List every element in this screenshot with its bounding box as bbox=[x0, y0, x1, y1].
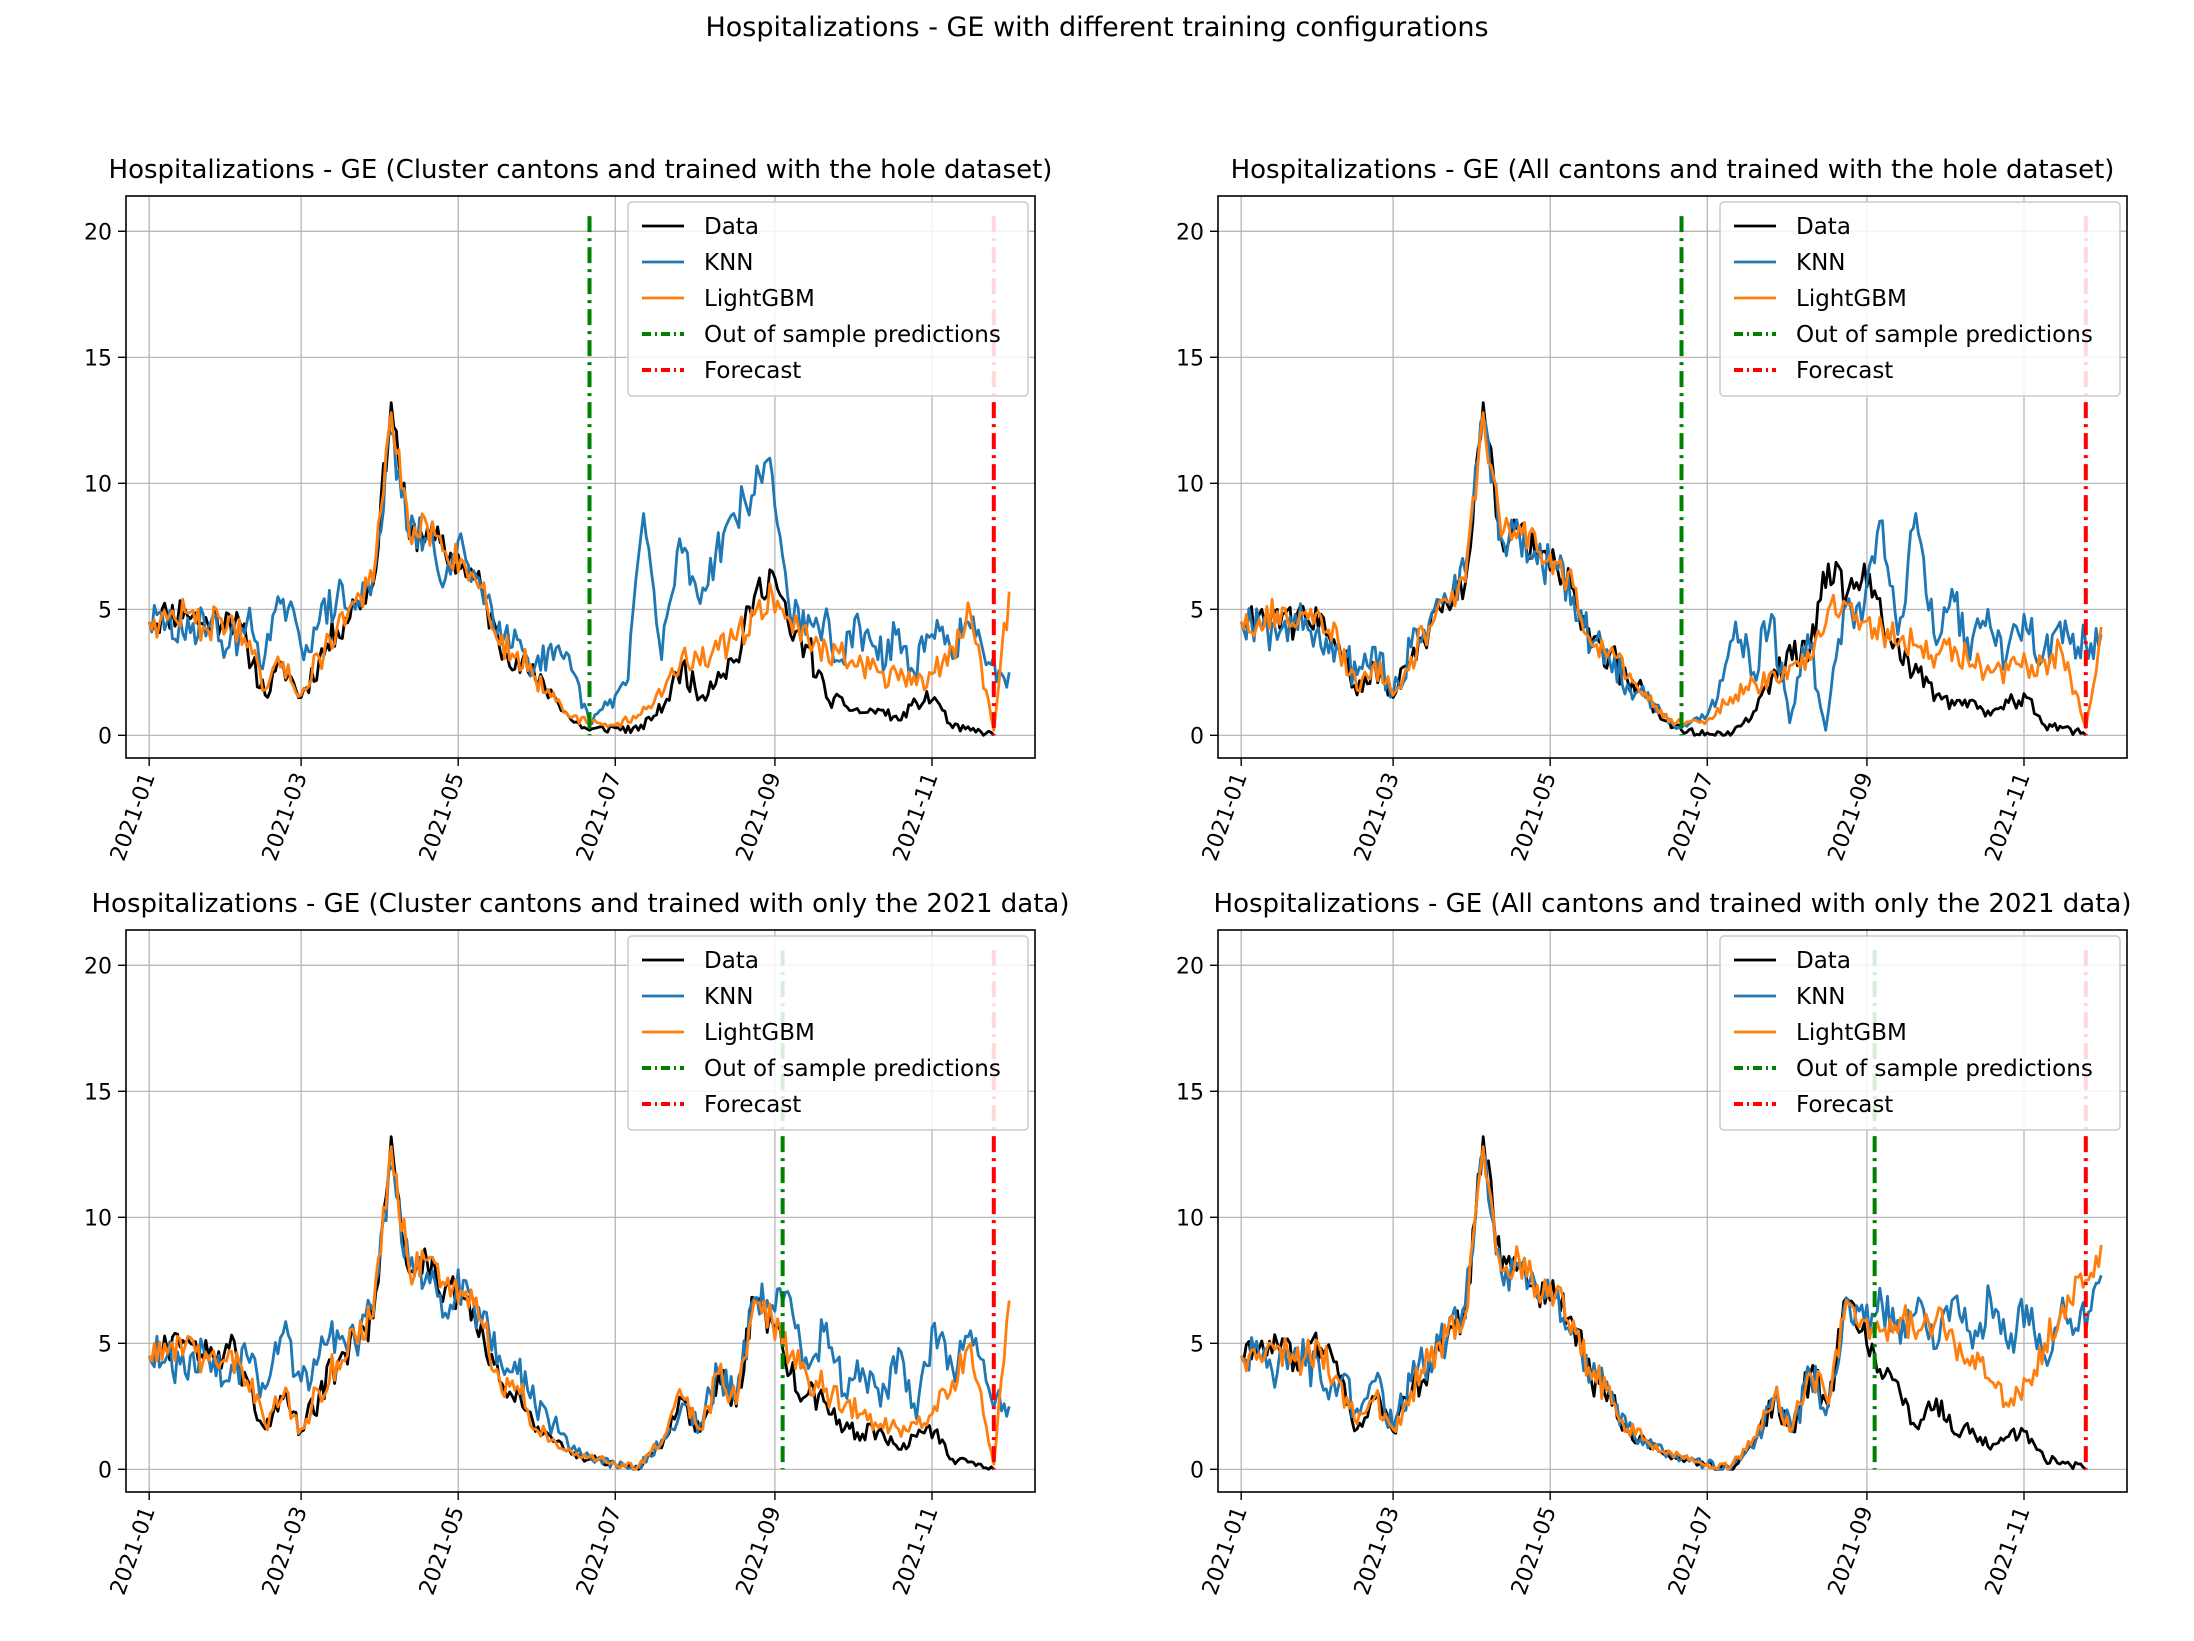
axes-frame bbox=[125, 195, 1036, 759]
x-tick-label: 2021-01 bbox=[106, 770, 161, 865]
x-tick-label: 2021-11 bbox=[889, 1504, 944, 1599]
y-tick-label: 5 bbox=[1190, 598, 1204, 623]
legend-label: KNN bbox=[704, 250, 754, 276]
y-tick-label: 5 bbox=[98, 598, 112, 623]
legend-label: Forecast bbox=[1796, 1092, 1893, 1118]
x-tick-label: 2021-11 bbox=[889, 770, 944, 865]
y-tick-label: 0 bbox=[98, 1458, 112, 1483]
legend-box bbox=[627, 935, 1029, 1131]
legend: Data KNN LightGBM Out of sample predictions… bbox=[1719, 201, 2121, 397]
subplot-title: Hospitalizations - GE (All cantons and t… bbox=[1214, 889, 2132, 919]
subplot-title: Hospitalizations - GE (Cluster cantons a… bbox=[92, 889, 1070, 919]
x-tick-label: 2021-01 bbox=[1198, 1504, 1253, 1599]
series-line-lightgbm bbox=[1239, 411, 2103, 730]
legend-label: LightGBM bbox=[1796, 1020, 1907, 1046]
x-tick-label: 2021-11 bbox=[1981, 1504, 2036, 1599]
series-line-lightgbm bbox=[1240, 1145, 2103, 1471]
legend-box bbox=[1719, 201, 2121, 397]
y-tick-label: 20 bbox=[84, 220, 112, 245]
legend-label: Data bbox=[1796, 948, 1851, 974]
y-tick-label: 10 bbox=[1176, 472, 1204, 497]
subplot-4: Hospitalizations - GE (All cantons and t… bbox=[1176, 889, 2131, 1598]
legend-label: KNN bbox=[704, 984, 754, 1010]
x-tick-label: 2021-03 bbox=[1350, 770, 1405, 865]
axes-frame bbox=[1217, 929, 2128, 1493]
legend-label: Out of sample predictions bbox=[704, 322, 1001, 348]
legend-label: Out of sample predictions bbox=[1796, 322, 2093, 348]
axes-frame bbox=[1217, 195, 2128, 759]
series-line-knn bbox=[1239, 1150, 2103, 1471]
legend-box bbox=[1719, 935, 2121, 1131]
subplot-title: Hospitalizations - GE (Cluster cantons a… bbox=[109, 155, 1053, 185]
y-tick-label: 0 bbox=[1190, 1458, 1204, 1483]
x-tick-label: 2021-07 bbox=[572, 1504, 627, 1599]
legend-box bbox=[627, 201, 1029, 397]
legend-label: Forecast bbox=[704, 358, 801, 384]
x-tick-label: 2021-07 bbox=[1664, 770, 1719, 865]
x-tick-label: 2021-01 bbox=[106, 1504, 161, 1599]
legend-label: LightGBM bbox=[1796, 286, 1907, 312]
axes-frame bbox=[125, 929, 1036, 1493]
y-tick-label: 5 bbox=[98, 1332, 112, 1357]
series-line-knn bbox=[147, 431, 1011, 725]
legend: Data KNN LightGBM Out of sample predictions… bbox=[627, 201, 1029, 397]
legend: Data KNN LightGBM Out of sample predictions… bbox=[1719, 935, 2121, 1131]
subplot-title: Hospitalizations - GE (All cantons and t… bbox=[1231, 155, 2115, 185]
x-tick-label: 2021-03 bbox=[258, 770, 313, 865]
y-tick-label: 0 bbox=[1190, 724, 1204, 749]
x-tick-label: 2021-11 bbox=[1981, 770, 2036, 865]
legend-label: Data bbox=[704, 214, 759, 240]
x-tick-label: 2021-01 bbox=[1198, 770, 1253, 865]
legend-label: Out of sample predictions bbox=[704, 1056, 1001, 1082]
legend-label: Data bbox=[1796, 214, 1851, 240]
y-tick-label: 15 bbox=[84, 346, 112, 371]
subplot-2: Hospitalizations - GE (All cantons and t… bbox=[1176, 155, 2128, 865]
figure-suptitle: Hospitalizations - GE with different tra… bbox=[705, 12, 1489, 43]
series-line-knn bbox=[147, 1165, 1011, 1471]
y-tick-label: 10 bbox=[84, 472, 112, 497]
y-tick-label: 0 bbox=[98, 724, 112, 749]
x-tick-label: 2021-03 bbox=[1350, 1504, 1405, 1599]
legend-label: LightGBM bbox=[704, 1020, 815, 1046]
x-tick-label: 2021-05 bbox=[415, 1504, 470, 1599]
series-line-lightgbm bbox=[147, 411, 1011, 732]
legend-label: Forecast bbox=[1796, 358, 1893, 384]
subplot-3: Hospitalizations - GE (Cluster cantons a… bbox=[84, 889, 1070, 1598]
y-tick-label: 10 bbox=[1176, 1206, 1204, 1231]
legend-label: LightGBM bbox=[704, 286, 815, 312]
legend-label: KNN bbox=[1796, 250, 1846, 276]
legend-label: Out of sample predictions bbox=[1796, 1056, 2093, 1082]
legend-label: KNN bbox=[1796, 984, 1846, 1010]
legend-label: Data bbox=[704, 948, 759, 974]
series-line-data bbox=[147, 401, 995, 737]
series-line-lightgbm bbox=[147, 1145, 1011, 1471]
x-tick-label: 2021-05 bbox=[1507, 770, 1562, 865]
legend-label: Forecast bbox=[704, 1092, 801, 1118]
y-tick-label: 15 bbox=[1176, 1080, 1204, 1105]
x-tick-label: 2021-05 bbox=[1507, 1504, 1562, 1599]
y-tick-label: 5 bbox=[1190, 1332, 1204, 1357]
x-tick-label: 2021-09 bbox=[1824, 1504, 1879, 1599]
x-tick-label: 2021-07 bbox=[572, 770, 627, 865]
legend: Data KNN LightGBM Out of sample predictions… bbox=[627, 935, 1029, 1131]
y-tick-label: 15 bbox=[84, 1080, 112, 1105]
y-tick-label: 20 bbox=[84, 954, 112, 979]
y-tick-label: 20 bbox=[1176, 954, 1204, 979]
x-tick-label: 2021-09 bbox=[1824, 770, 1879, 865]
x-tick-label: 2021-07 bbox=[1664, 1504, 1719, 1599]
subplot-1: Hospitalizations - GE (Cluster cantons a… bbox=[84, 155, 1052, 864]
x-tick-label: 2021-09 bbox=[732, 770, 787, 865]
y-tick-label: 15 bbox=[1176, 346, 1204, 371]
series-line-data bbox=[1239, 401, 2087, 737]
y-tick-label: 20 bbox=[1176, 220, 1204, 245]
y-tick-label: 10 bbox=[84, 1206, 112, 1231]
x-tick-label: 2021-05 bbox=[415, 770, 470, 865]
x-tick-label: 2021-09 bbox=[732, 1504, 787, 1599]
x-tick-label: 2021-03 bbox=[258, 1504, 313, 1599]
